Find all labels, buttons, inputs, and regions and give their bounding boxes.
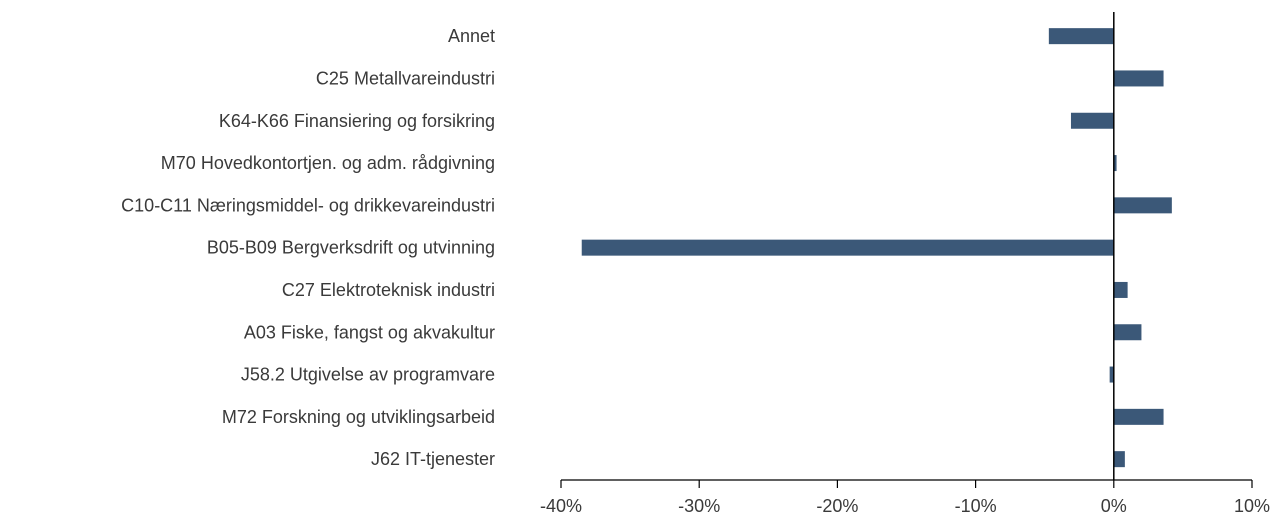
category-label: J58.2 Utgivelse av programvare [241, 365, 495, 385]
category-labels: Annet C25 Metallvareindustri K64-K66 Finan… [121, 26, 495, 469]
category-label: C10-C11 Næringsmiddel- og drikkevareindu… [121, 195, 495, 215]
bar [581, 239, 1114, 256]
axes [560, 12, 1253, 488]
x-tick-label: -20% [816, 496, 858, 516]
category-label: A03 Fiske, fangst og akvakultur [244, 322, 495, 342]
bar [1113, 408, 1164, 425]
bars [581, 28, 1172, 468]
x-tick-label: 10% [1234, 496, 1270, 516]
x-tick-label: -40% [540, 496, 582, 516]
category-label: M70 Hovedkontortjen. og adm. rådgivning [161, 153, 495, 173]
bar [1113, 155, 1117, 172]
bar [1070, 112, 1114, 129]
bar [1113, 324, 1142, 341]
category-label: B05-B09 Bergverksdrift og utvinning [207, 238, 495, 258]
bar [1113, 451, 1125, 468]
tick-labels: -40% -30% -20% -10% 0% 10% [540, 496, 1270, 516]
bar [1048, 28, 1114, 45]
bar [1109, 366, 1114, 383]
bar [1113, 281, 1128, 298]
category-label: C27 Elektroteknisk industri [282, 280, 495, 300]
category-label: C25 Metallvareindustri [316, 68, 495, 88]
category-label: M72 Forskning og utviklingsarbeid [222, 407, 495, 427]
x-tick-label: 0% [1101, 496, 1127, 516]
category-label: K64-K66 Finansiering og forsikring [219, 111, 495, 131]
bar [1113, 197, 1172, 214]
x-tick-label: -30% [678, 496, 720, 516]
x-tick-label: -10% [955, 496, 997, 516]
bar [1113, 70, 1164, 87]
category-label: J62 IT-tjenester [371, 449, 495, 469]
category-label: Annet [448, 26, 495, 46]
